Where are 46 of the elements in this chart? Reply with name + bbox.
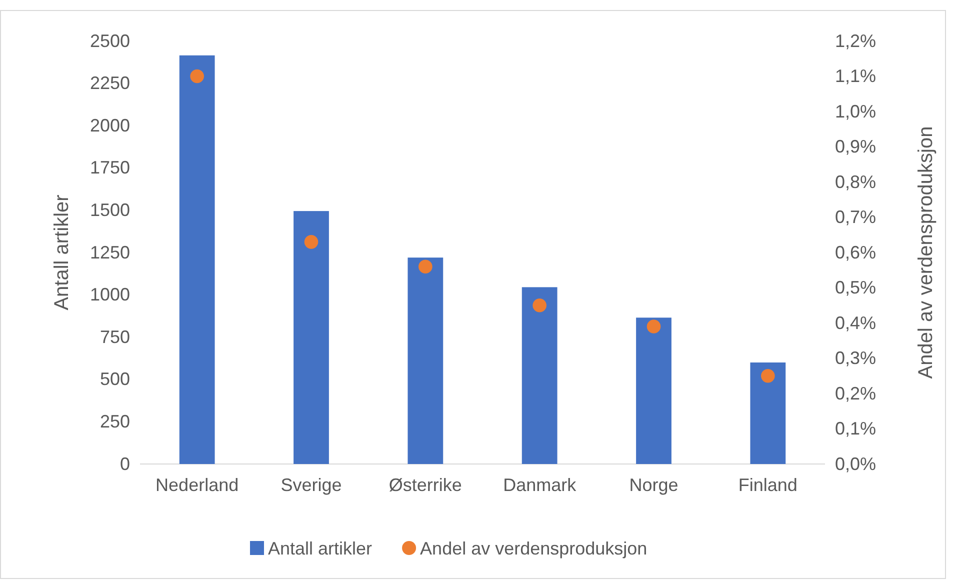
x-tick-label: Nederland	[156, 474, 239, 495]
x-tick-label: Danmark	[503, 474, 578, 495]
point	[532, 298, 546, 312]
y-tick-label: 750	[100, 326, 130, 347]
legend-label: Antall artikler	[268, 538, 372, 558]
point	[646, 320, 661, 334]
y-tick-label: 1750	[90, 158, 130, 178]
bar	[408, 258, 444, 464]
y-tick-label: 0	[120, 454, 130, 474]
bar	[750, 362, 786, 464]
y2-tick-label: 0,2%	[835, 383, 876, 404]
y-tick-label: 2000	[90, 115, 130, 136]
y2-tick-label: 0,6%	[835, 242, 876, 262]
y-tick-label: 500	[100, 369, 130, 390]
y2-tick-label: 0,8%	[835, 172, 876, 192]
point	[304, 235, 318, 249]
y-tick-label: 250	[100, 411, 130, 432]
y-axis-title: Antall artikler	[51, 194, 73, 310]
y2-tick-label: 0,4%	[835, 312, 876, 333]
point	[418, 260, 432, 274]
y-tick-label: 2250	[90, 73, 130, 94]
x-tick-label: Østerrike	[388, 474, 462, 495]
y2-tick-label: 0,3%	[835, 348, 876, 368]
y2-tick-label: 0,7%	[835, 207, 876, 228]
y2-tick-label: 0,0%	[835, 454, 876, 474]
y2-axis-title: Andel av verdensproduksjon	[915, 126, 937, 379]
y-tick-label: 1250	[90, 242, 130, 262]
bar	[179, 55, 215, 464]
y2-tick-label: 0,5%	[835, 278, 876, 298]
bar	[636, 318, 672, 464]
x-tick-label: Norge	[629, 474, 678, 495]
y-tick-label: 1000	[90, 284, 130, 305]
bar	[522, 287, 558, 464]
x-tick-label: Sverige	[280, 474, 342, 495]
y2-tick-label: 1,2%	[835, 30, 876, 51]
y-tick-label: 1500	[90, 200, 130, 220]
x-tick-label: Finland	[738, 474, 798, 495]
legend-label: Andel av verdensproduksjon	[420, 538, 648, 558]
bar	[294, 211, 329, 464]
y2-tick-label: 1,1%	[835, 66, 876, 86]
point	[761, 368, 775, 383]
y-tick-label: 2500	[90, 30, 130, 51]
point	[190, 69, 204, 84]
y2-tick-label: 0,9%	[835, 136, 876, 157]
y2-tick-label: 0,1%	[835, 418, 876, 439]
y2-tick-label: 1,0%	[835, 101, 876, 122]
